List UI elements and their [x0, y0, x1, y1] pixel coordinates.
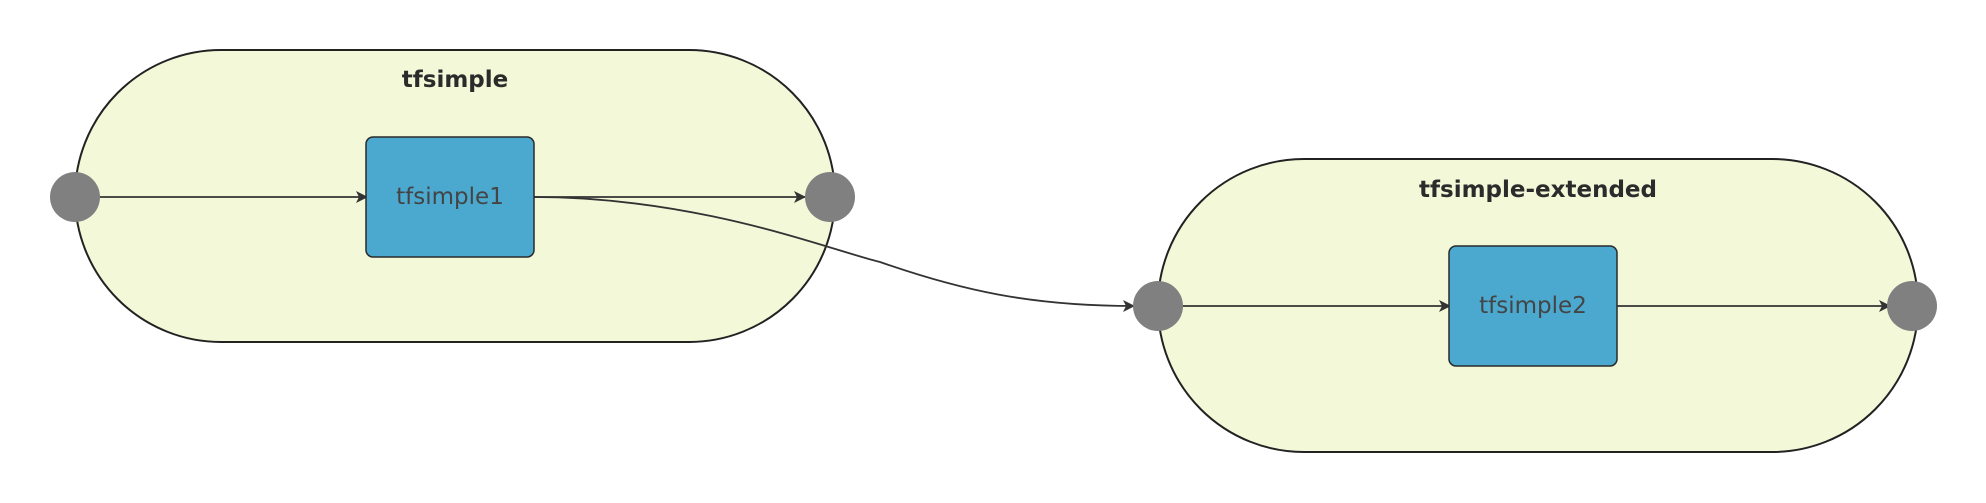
task-tfsimple1-label: tfsimple1	[396, 184, 504, 210]
port-tfsimple-extended-output[interactable]	[1887, 281, 1937, 331]
task-tfsimple1[interactable]: tfsimple1	[365, 136, 535, 258]
task-tfsimple2-label: tfsimple2	[1479, 293, 1587, 319]
group-tfsimple-extended-title: tfsimple-extended	[1419, 177, 1657, 203]
task-tfsimple2[interactable]: tfsimple2	[1448, 245, 1618, 367]
group-tfsimple-title: tfsimple	[402, 67, 509, 93]
port-tfsimple-output[interactable]	[805, 172, 855, 222]
port-tfsimple-input[interactable]	[50, 172, 100, 222]
edge-tfsimple1-to-g2-input	[532, 196, 1135, 312]
task-tfsimple2-box	[1448, 245, 1618, 367]
task-tfsimple1-box	[365, 136, 535, 258]
port-tfsimple-extended-input[interactable]	[1133, 281, 1183, 331]
